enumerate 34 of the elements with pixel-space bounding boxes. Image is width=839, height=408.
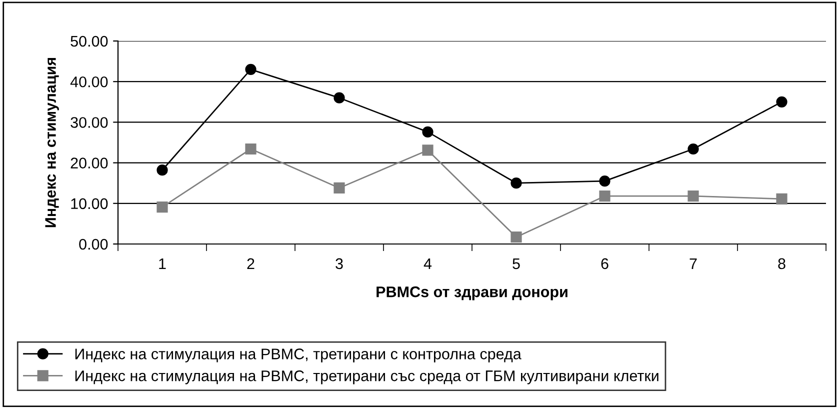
x-tick-label: 6 [601, 258, 608, 270]
legend-label: Индекс на стимулация на PBMC, третирани със среда от ГБМ култивирани клетки [75, 370, 658, 384]
point [776, 193, 788, 204]
x-tick-label: 7 [690, 258, 697, 269]
point [510, 232, 522, 243]
x-tick-label: 4 [424, 258, 432, 269]
point [510, 178, 522, 189]
point [688, 143, 699, 155]
point [688, 190, 699, 202]
point [422, 144, 434, 156]
point [599, 176, 610, 187]
x-axis-title: PBMCs от здрави донори [376, 286, 568, 300]
x-tick-label: 2 [247, 258, 254, 269]
point [599, 190, 610, 202]
point [334, 182, 345, 194]
x-tick-label: 3 [336, 258, 343, 270]
y-axis-title: Индекс на стимулация [45, 58, 59, 228]
point [156, 164, 168, 176]
y-tick-label: 40.00 [70, 76, 108, 88]
point [245, 64, 256, 75]
x-tick-label: 5 [512, 258, 520, 270]
point [245, 143, 256, 155]
x-tick-label: 8 [778, 258, 786, 270]
legend-label: Индекс на стимулация на PBMC, третирани с контролна среда [75, 348, 522, 362]
y-tick-label: 20.00 [70, 158, 108, 168]
point [156, 202, 168, 213]
point [422, 126, 434, 138]
y-tick-label: 0.00 [79, 238, 108, 250]
y-tick-label: 50.00 [70, 36, 108, 47]
y-tick-label: 30.00 [70, 117, 108, 128]
point [776, 96, 788, 108]
y-tick-label: 10.00 [71, 198, 108, 210]
point [334, 92, 345, 104]
x-tick-label: 1 [159, 258, 166, 269]
